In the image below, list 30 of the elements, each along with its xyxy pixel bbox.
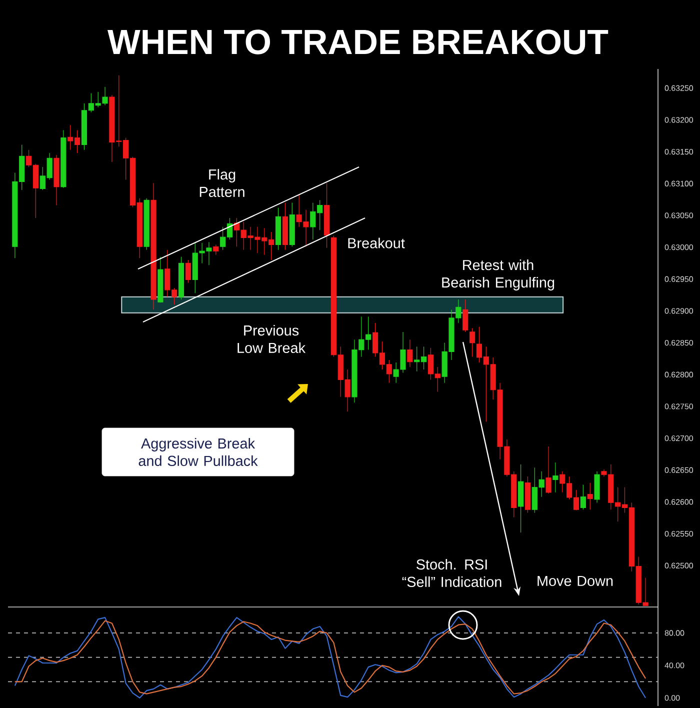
candlestick <box>185 260 191 284</box>
candlestick <box>213 244 219 256</box>
annotation: Retest with Bearish Engulfing <box>442 260 554 290</box>
candlestick <box>54 154 60 206</box>
candlestick <box>407 339 413 368</box>
candlestick <box>144 198 150 250</box>
annotation: Flag Pattern <box>200 168 244 198</box>
candlestick <box>462 299 468 332</box>
candlestick <box>158 256 164 303</box>
candlestick <box>150 182 156 310</box>
candlestick <box>518 464 524 533</box>
annotation: Move Down <box>538 576 613 586</box>
candlestick <box>324 182 330 248</box>
candlestick <box>552 462 558 493</box>
candlestick <box>282 202 288 250</box>
annotation: Previous Low Break <box>238 324 306 354</box>
candlestick <box>546 446 552 494</box>
candlestick <box>580 484 586 510</box>
annotation: Stoch. RSI “Sell” Indication <box>402 558 502 588</box>
candlestick <box>524 476 531 514</box>
candlestick <box>60 130 66 188</box>
candlestick <box>178 256 184 300</box>
annotation: Breakout <box>348 238 405 248</box>
chart-title: WHEN TO TRADE BREAKOUT <box>107 30 608 54</box>
candlestick <box>289 202 295 247</box>
candlestick <box>275 207 282 250</box>
candlestick <box>594 471 600 503</box>
candlestick <box>469 328 476 358</box>
annotation: Aggressive Break and Slow Pullback <box>138 438 258 466</box>
candlestick <box>587 482 593 510</box>
